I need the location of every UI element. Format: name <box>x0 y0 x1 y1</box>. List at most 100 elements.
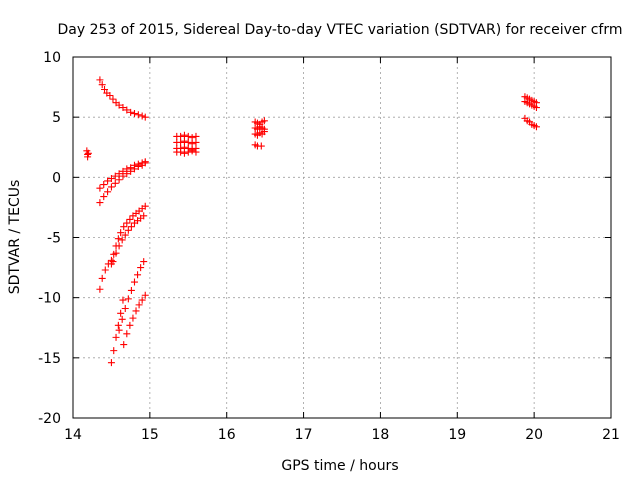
y-tick-label: 0 <box>52 170 61 186</box>
data-point <box>184 138 192 146</box>
data-point <box>126 215 134 223</box>
y-tick-label: -15 <box>38 351 61 367</box>
data-point <box>96 76 104 84</box>
data-point <box>141 113 149 121</box>
data-point <box>141 291 149 299</box>
data-point <box>123 330 131 338</box>
data-point <box>188 147 196 155</box>
data-point <box>115 176 123 184</box>
data-point <box>124 295 132 303</box>
data-point <box>110 347 118 355</box>
y-tick-label: -20 <box>38 411 61 427</box>
y-axis-label: SDTVAR / TECUs <box>7 180 23 295</box>
data-point <box>107 256 115 264</box>
data-point <box>141 202 149 210</box>
data-point <box>192 132 200 140</box>
data-point <box>260 117 268 125</box>
data-point <box>127 286 135 294</box>
y-tick-label: -5 <box>47 231 61 247</box>
data-point <box>130 165 138 173</box>
data-point <box>84 149 92 157</box>
x-axis-label: GPS time / hours <box>281 458 398 474</box>
data-points <box>83 76 540 367</box>
data-point <box>134 111 142 119</box>
data-point <box>123 106 131 114</box>
data-point <box>115 170 123 178</box>
data-point <box>184 132 192 140</box>
data-point <box>118 236 126 244</box>
data-point <box>121 231 129 239</box>
data-point <box>180 149 188 157</box>
data-point <box>119 104 127 112</box>
axis-ticks <box>72 56 612 419</box>
data-point <box>98 81 106 89</box>
series-arc-h <box>115 258 148 334</box>
data-point <box>119 172 127 180</box>
chart-title: Day 253 of 2015, Sidereal Day-to-day VTE… <box>58 22 623 38</box>
data-point <box>120 223 128 231</box>
data-point <box>101 266 109 274</box>
data-point <box>123 219 131 227</box>
x-tick-label: 15 <box>141 427 159 443</box>
grid <box>73 57 611 418</box>
series-arc-g <box>96 256 115 293</box>
y-tick-label: -10 <box>38 291 61 307</box>
data-point <box>257 142 265 150</box>
data-point <box>177 138 185 146</box>
data-point <box>120 341 128 349</box>
data-point <box>192 148 200 156</box>
data-point <box>126 321 134 329</box>
data-point <box>132 307 140 315</box>
data-point <box>104 188 112 196</box>
data-point <box>96 184 104 192</box>
data-point <box>134 163 142 171</box>
data-point <box>112 249 120 257</box>
data-point <box>117 229 125 237</box>
data-point <box>260 128 268 136</box>
data-point <box>135 301 143 309</box>
data-point <box>141 159 149 167</box>
y-tick-label: 5 <box>52 110 61 126</box>
data-point <box>115 326 123 334</box>
data-point <box>127 223 135 231</box>
series-arc-b <box>96 76 149 121</box>
data-point <box>114 235 122 243</box>
x-tick-labels: 14 15 16 17 18 19 20 21 <box>64 427 620 443</box>
data-point <box>96 285 104 293</box>
data-point <box>140 258 148 266</box>
data-point <box>121 304 129 312</box>
data-point <box>124 226 132 234</box>
series-arc-f <box>109 212 148 266</box>
data-point <box>107 183 115 191</box>
x-tick-label: 18 <box>372 427 390 443</box>
data-point <box>192 138 200 146</box>
data-point <box>532 104 540 112</box>
data-point <box>127 108 135 116</box>
data-point <box>138 296 146 304</box>
x-tick-label: 21 <box>602 427 620 443</box>
data-point <box>119 296 127 304</box>
data-point <box>117 309 125 317</box>
data-point <box>109 258 117 266</box>
series-arc-n <box>521 114 540 131</box>
data-point <box>100 181 108 189</box>
data-point <box>118 315 126 323</box>
data-point <box>184 148 192 156</box>
data-point <box>111 179 119 187</box>
data-point <box>104 177 112 185</box>
series-arc-j <box>120 291 149 349</box>
series-arc-d <box>96 159 149 207</box>
x-tick-label: 19 <box>448 427 466 443</box>
data-point <box>107 175 115 183</box>
data-point <box>140 212 148 220</box>
x-tick-label: 20 <box>525 427 543 443</box>
data-point <box>129 314 137 322</box>
data-point <box>188 140 196 148</box>
data-point <box>111 172 119 180</box>
series-arc-i <box>107 296 127 367</box>
data-point <box>100 193 108 201</box>
data-point <box>101 85 109 93</box>
data-point <box>84 153 92 161</box>
data-point <box>98 274 106 282</box>
